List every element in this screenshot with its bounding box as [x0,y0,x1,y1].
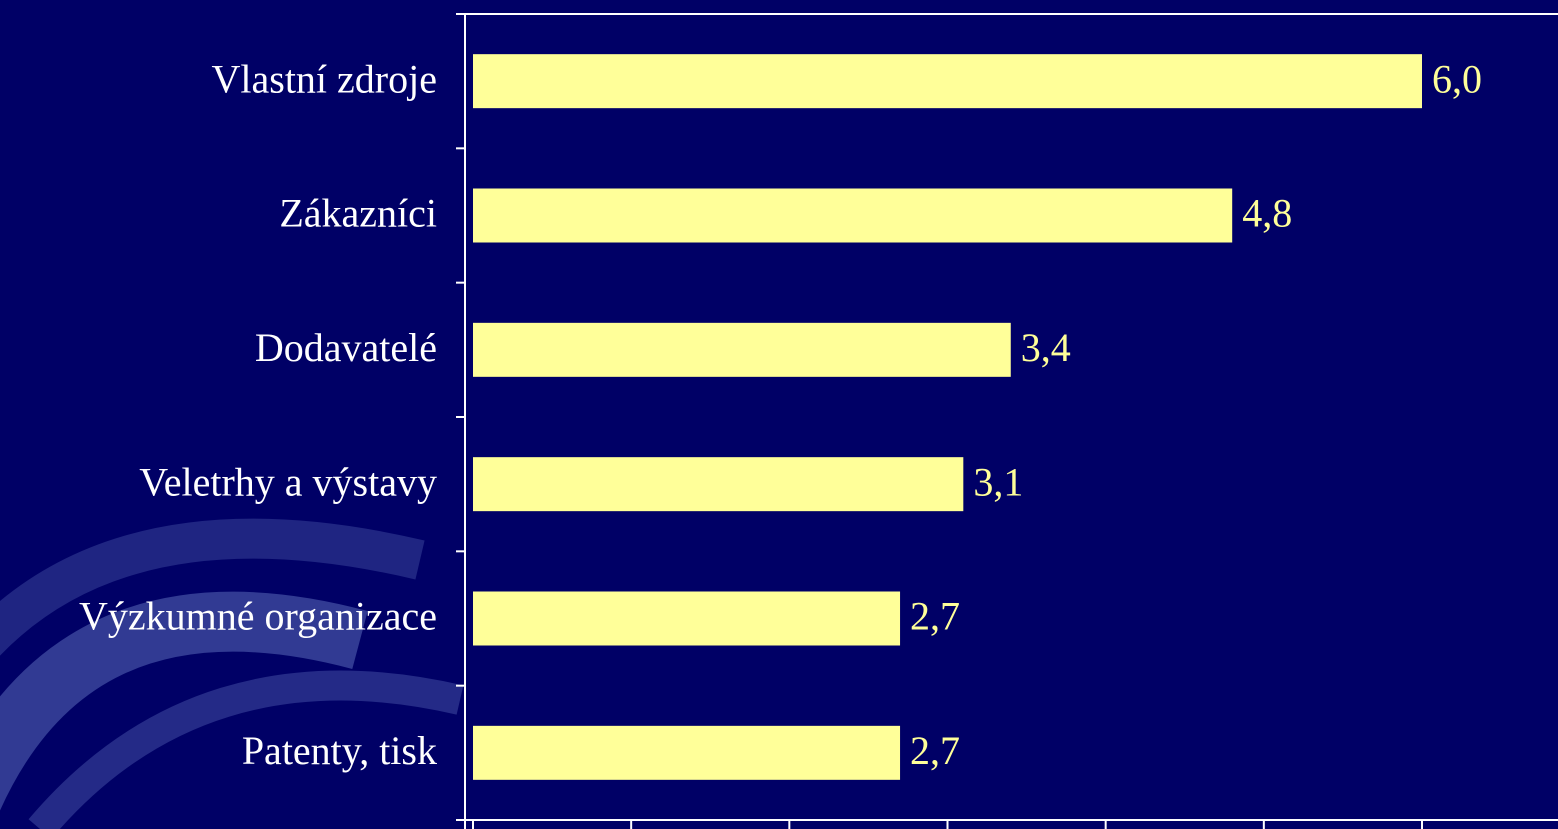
value-label: 4,8 [1242,191,1292,236]
y-tick-label: Veletrhy a výstavy [139,459,437,504]
y-tick-label: Výzkumné organizace [79,594,437,639]
value-label: 2,7 [910,594,960,639]
y-tick-label: Patenty, tisk [242,728,437,773]
chart: Vlastní zdroje 6,0 Zákazníci 4,8 Dodavatelé 3… [0,0,1558,829]
bar [473,54,1422,108]
value-label: 2,7 [910,728,960,773]
bar [473,189,1232,243]
value-label: 3,4 [1021,325,1071,370]
bar [473,592,900,646]
bar [473,323,1011,377]
page: Vlastní zdroje 6,0 Zákazníci 4,8 Dodavatelé 3… [0,0,1558,829]
bar [473,726,900,780]
bar [473,457,963,511]
y-tick-label: Dodavatelé [255,325,437,370]
y-tick-label: Vlastní zdroje [212,56,438,101]
value-label: 3,1 [973,459,1023,504]
y-tick-label: Zákazníci [279,191,437,236]
value-label: 6,0 [1432,56,1482,101]
